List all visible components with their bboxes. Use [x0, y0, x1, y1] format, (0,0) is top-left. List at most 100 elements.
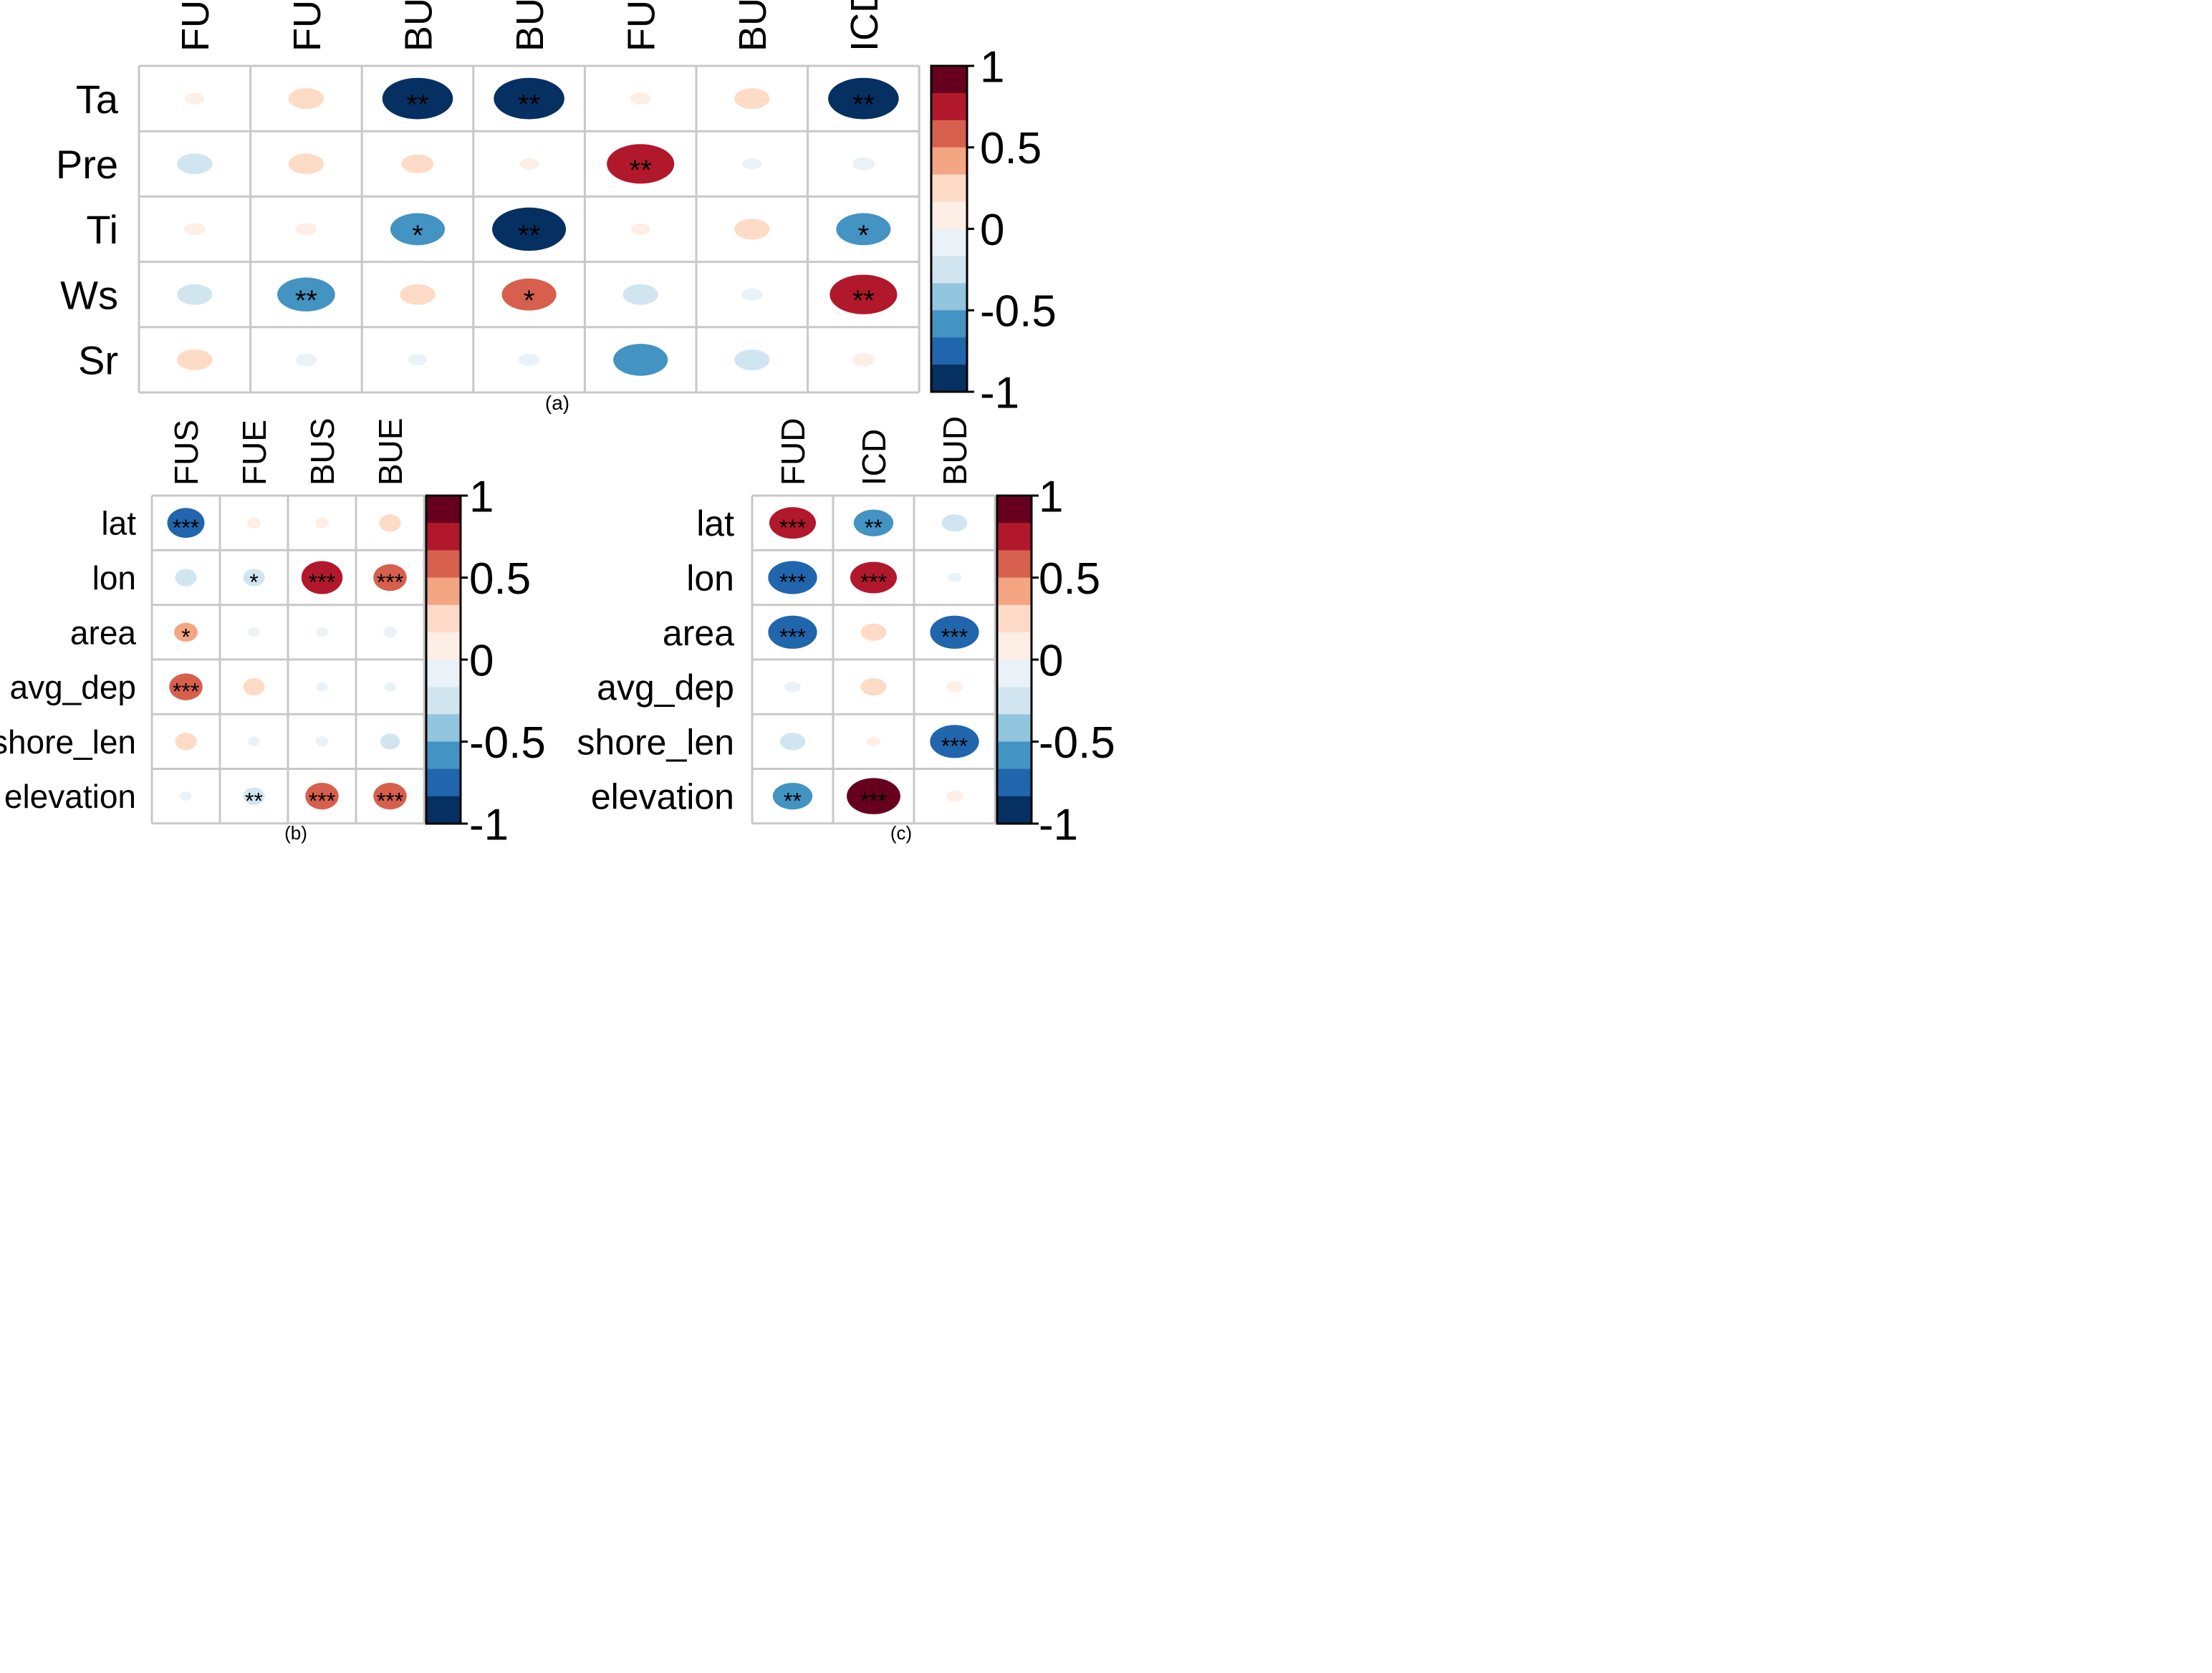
cell-ellipse-ws-fud	[622, 284, 658, 305]
significance-label: *	[858, 220, 870, 251]
colorbar-bin	[931, 92, 967, 121]
colorbar-bin	[426, 796, 461, 824]
colorbar-bin	[426, 714, 461, 742]
cell-ellipse-ta-fus	[185, 92, 205, 105]
panel-caption: (b)	[284, 822, 307, 844]
cell-ellipse-ws-icd	[830, 274, 898, 314]
cell-ellipse-ti-icd	[836, 213, 891, 246]
significance-label: *	[524, 285, 535, 317]
significance-label: ***	[309, 569, 335, 595]
significance-label: **	[245, 788, 263, 814]
cell-ellipse-ti-bus	[390, 213, 446, 246]
cell-ellipse-lon-fud	[768, 561, 817, 594]
panel-caption: (c)	[890, 822, 912, 844]
colorbar-bin	[997, 687, 1032, 715]
row-label-area: area	[663, 613, 734, 653]
cell-ellipse-avg-dep-icd	[860, 678, 887, 696]
column-label-fud: FUD	[620, 0, 663, 52]
panel-b: FUS FUE BUS BUE lat lon area avg_dep shore_lenel…	[0, 418, 546, 849]
colorbar-tick-label: -1	[1039, 800, 1078, 849]
cell-ellipse-ws-fus	[177, 284, 213, 305]
cell-ellipse-sr-icd	[852, 353, 875, 367]
significance-label: ***	[779, 624, 806, 650]
column-label-fue: FUE	[286, 0, 329, 52]
colorbar-bin	[426, 768, 461, 797]
cell-ellipse-ta-bus	[382, 77, 453, 120]
colorbar-bin	[997, 550, 1032, 578]
colorbar-bin	[997, 714, 1032, 742]
column-label-fus: FUS	[168, 420, 205, 486]
colorbar: 1 0.5 0 -0.5 -1	[425, 472, 546, 849]
row-label-avg-dep: avg_dep	[597, 667, 734, 708]
cell-ellipse-shore-len-bue	[380, 733, 400, 750]
cell-ellipse-shore-len-fus	[175, 733, 197, 751]
cell-ellipse-shore-len-bud	[930, 725, 979, 758]
grid	[150, 494, 425, 825]
cell-ellipse-avg-dep-fus	[169, 673, 203, 700]
cell-ellipse-pre-icd	[852, 157, 875, 170]
cell-ellipse-shore-len-fue	[248, 736, 260, 746]
cell-ellipse-ti-fus	[184, 223, 206, 236]
cell-ellipse-area-bue	[383, 627, 398, 638]
colorbar-bin	[931, 283, 967, 311]
cell-ellipse-lat-fue	[246, 517, 261, 529]
significance-label: **	[865, 515, 883, 541]
cell-ellipse-ti-bud	[734, 218, 770, 240]
cell-ellipse-ta-fue	[288, 88, 324, 110]
cell-ellipse-area-icd	[860, 623, 887, 641]
colorbar-bin	[426, 577, 461, 606]
cell-ellipse-pre-fue	[288, 153, 324, 175]
column-label-icd: ICD	[843, 0, 886, 52]
cell-ellipse-lat-fud	[769, 507, 817, 539]
cell-ellipse-shore-len-icd	[866, 736, 881, 746]
colorbar-tick-label: 1	[980, 42, 1004, 92]
cell-ellipse-elevation-fus	[180, 791, 192, 801]
significance-label: ***	[941, 624, 968, 650]
significance-label: ***	[941, 733, 968, 759]
colorbar-tick-label: 1	[469, 472, 494, 521]
column-label-bud: BUD	[936, 416, 973, 486]
cell-ellipse-area-fus	[174, 622, 198, 642]
colorbar-bin	[426, 604, 461, 633]
cell-ellipse-elevation-icd	[847, 778, 900, 814]
colorbar: 1 0.5 0 -0.5 -1	[930, 42, 1057, 418]
significance-label: **	[518, 90, 540, 121]
cell-ellipse-elevation-bus	[305, 782, 339, 810]
cell-ellipse-pre-bud	[742, 158, 762, 170]
significance-label: **	[630, 155, 652, 186]
significance-label: **	[852, 285, 875, 317]
colorbar-bin	[997, 632, 1032, 660]
colorbar-bin	[426, 496, 461, 524]
cell-ellipse-ws-bud	[741, 288, 763, 301]
cell-ellipse-shore-len-fud	[779, 733, 806, 751]
column-label-bus: BUS	[397, 0, 440, 52]
cell-ellipse-pre-fus	[177, 153, 213, 175]
colorbar-bin	[997, 660, 1032, 688]
significance-label: ***	[860, 569, 887, 595]
colorbar-tick-label: 1	[1039, 472, 1063, 521]
cell-ellipse-ws-bue	[501, 278, 557, 311]
colorbar-bin	[426, 632, 461, 660]
cell-ellipse-lon-bus	[301, 561, 343, 594]
colorbar-bin	[931, 256, 967, 284]
cell-ellipse-pre-fud	[607, 144, 675, 184]
row-label-shore-len: shore_len	[0, 723, 136, 761]
significance-label: ***	[173, 515, 199, 541]
colorbar-bin	[426, 687, 461, 715]
significance-label: *	[181, 624, 190, 650]
cell-ellipse-sr-bue	[518, 353, 540, 367]
cell-ellipse-avg-dep-bus	[316, 682, 328, 692]
colorbar-bin	[997, 768, 1032, 797]
significance-label: **	[406, 90, 428, 121]
cell-ellipse-ti-bue	[492, 207, 567, 251]
cell-ellipse-ws-fue	[277, 277, 335, 312]
cell-ellipse-ta-icd	[828, 77, 899, 120]
row-label-sr: Sr	[78, 338, 118, 383]
cell-ellipse-ta-fud	[630, 92, 651, 105]
colorbar-bin	[426, 523, 461, 551]
cell-ellipse-pre-bus	[401, 154, 434, 173]
colorbar-bin	[997, 523, 1032, 551]
significance-label: ***	[860, 788, 887, 814]
colorbar-tick-label: 0	[980, 206, 1004, 255]
